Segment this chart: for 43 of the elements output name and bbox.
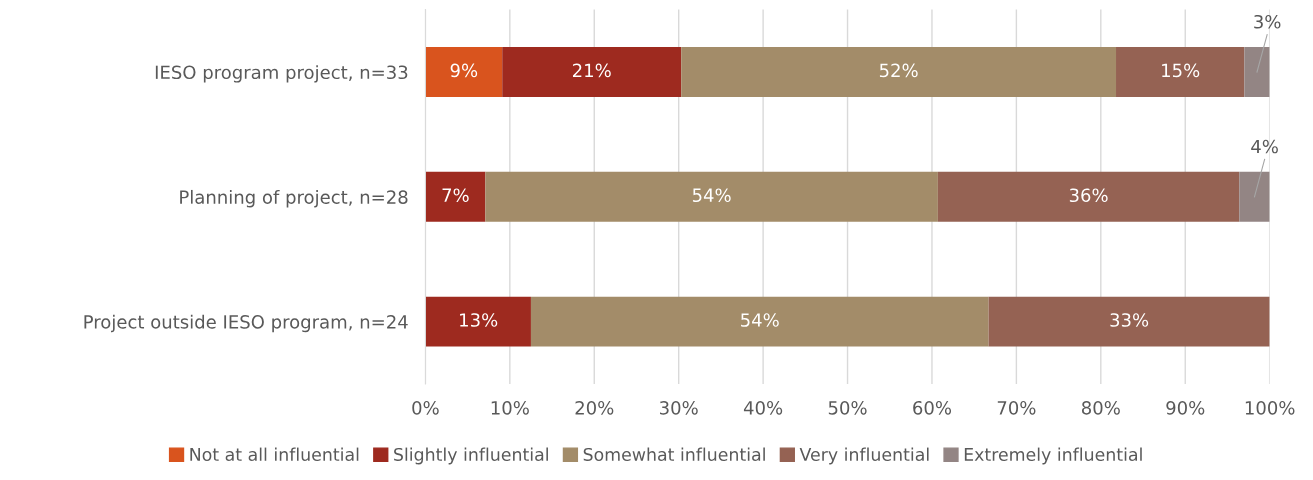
x-tick-label: 40%: [743, 400, 783, 415]
data-label: 13%: [460, 313, 498, 327]
legend-label: Slightly influential: [394, 447, 548, 465]
x-tick-label: 50%: [828, 400, 867, 415]
data-label: 4%: [1251, 139, 1278, 154]
legend-label: Not at all influential: [190, 447, 359, 462]
x-tick-label: 0%: [412, 400, 439, 415]
bar: [502, 47, 682, 97]
y-tick-label: IESO program project, n=33: [155, 65, 408, 83]
bar: [425, 296, 531, 347]
data-label: 9%: [450, 63, 478, 78]
data-label: 15%: [1162, 63, 1200, 78]
bar: [937, 171, 1240, 222]
x-tick-label: 80%: [1081, 400, 1120, 415]
x-tick-label: 20%: [575, 400, 614, 415]
y-tick-label: Planning of project, n=28: [180, 189, 408, 208]
legend-label: Very influential: [799, 447, 929, 465]
x-tick-label: 100%: [1245, 400, 1295, 415]
x-tick-label: 70%: [997, 400, 1036, 415]
data-label: 7%: [442, 188, 469, 203]
data-label: 21%: [572, 63, 611, 78]
y-tick-label: Project outside IESO program, n=24: [84, 314, 408, 333]
data-label: 36%: [1069, 188, 1108, 203]
bar: [425, 47, 503, 97]
bar: [1244, 47, 1270, 97]
bar: [1239, 171, 1270, 222]
x-tick-label: 10%: [491, 400, 529, 415]
bar: [681, 47, 1117, 97]
x-tick-label: 90%: [1166, 400, 1205, 415]
data-label: 33%: [1110, 313, 1149, 327]
bar: [1116, 47, 1245, 97]
bar: [425, 171, 486, 222]
data-label: 52%: [879, 63, 918, 78]
legend-label: Extremely influential: [964, 447, 1142, 465]
legend-label: Somewhat influential: [583, 447, 765, 462]
bar: [485, 171, 938, 222]
x-tick-label: 30%: [660, 400, 698, 415]
bar: [988, 296, 1270, 347]
data-label: 54%: [741, 313, 779, 327]
x-tick-label: 60%: [913, 400, 952, 415]
bar: [530, 296, 989, 347]
data-label: 3%: [1254, 14, 1281, 29]
data-label: 54%: [692, 188, 731, 203]
